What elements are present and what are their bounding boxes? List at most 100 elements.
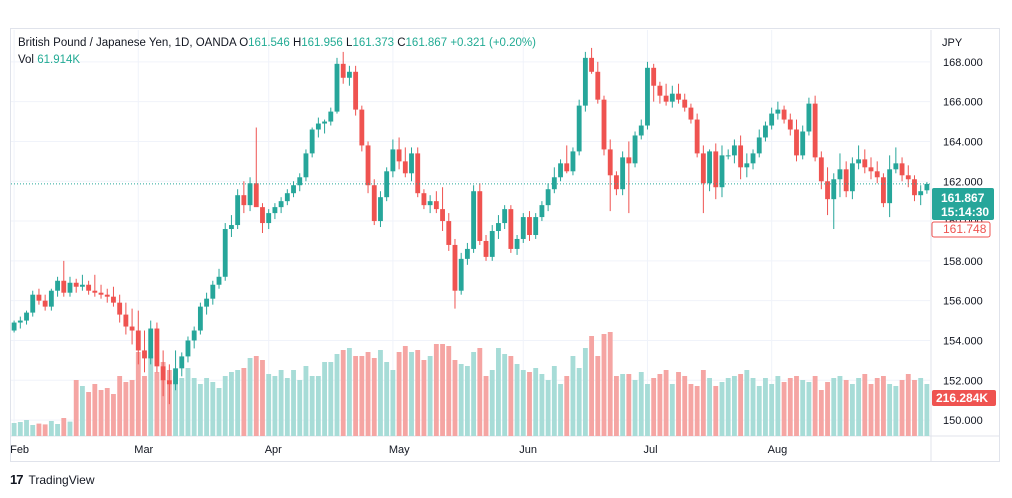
volume-bar [607, 332, 613, 436]
volume-bar [719, 382, 725, 436]
volume-bar [284, 378, 290, 436]
candle-body [402, 161, 408, 174]
candle [589, 47, 595, 74]
volume-bar [812, 376, 818, 436]
candle [856, 145, 862, 170]
candle-body [719, 155, 725, 188]
candle-body [769, 113, 775, 126]
y-tick-label: 150.000 [943, 415, 983, 427]
candle [520, 213, 526, 243]
candle-body [346, 71, 352, 78]
candle-body [328, 111, 334, 122]
candle-body [763, 125, 768, 138]
candle-body [253, 183, 259, 208]
prev-close-tag: 161.748 [931, 221, 991, 238]
candle [669, 85, 675, 108]
candle [229, 215, 234, 237]
volume-bar [229, 372, 234, 436]
volume-bar [427, 356, 433, 436]
volume-bar [191, 378, 197, 436]
candle [191, 326, 197, 349]
volume-bar [831, 378, 837, 436]
volume-bar [843, 380, 849, 436]
y-tick-label: 162.000 [943, 176, 983, 188]
x-tick-label: Aug [768, 444, 788, 456]
volume-bar [514, 364, 520, 436]
candle-body [452, 244, 458, 291]
volume-bar [86, 392, 92, 436]
volume-bar [651, 378, 657, 436]
candle [142, 330, 147, 373]
brand-name[interactable]: TradingView [28, 472, 95, 487]
candle-body [123, 314, 129, 327]
candle [86, 280, 92, 295]
candle-body [787, 119, 793, 130]
symbol-title[interactable]: British Pound / Japanese Yen, 1D, OANDA [18, 37, 236, 49]
candle-body [881, 177, 886, 204]
y-tick-label: 166.000 [943, 97, 983, 109]
volume-bar [464, 366, 470, 436]
candle-body [371, 185, 377, 222]
volume-bar [868, 384, 874, 436]
candle [61, 260, 67, 297]
candle-body [527, 217, 532, 235]
time-axis[interactable]: Feb Mar Apr May Jun Jul Aug [10, 444, 787, 456]
candle-body [160, 366, 166, 381]
candle [55, 276, 60, 297]
candle-body [564, 163, 570, 172]
candle [353, 65, 359, 116]
candle-body [433, 201, 439, 210]
candle-body [315, 123, 321, 130]
candle [433, 191, 439, 214]
volume-bar [446, 346, 452, 436]
volume-bar [210, 382, 216, 436]
volume-bar [346, 348, 352, 436]
candle-body [464, 248, 470, 259]
volume-bar [378, 350, 383, 436]
candle [794, 119, 799, 162]
candle [862, 149, 868, 174]
candle-body [73, 282, 79, 287]
candle [576, 99, 582, 156]
candle-body [309, 129, 315, 154]
volume-bar [92, 384, 98, 436]
candle-body [669, 93, 675, 102]
volume-bar [148, 356, 154, 436]
candle [800, 125, 806, 160]
candle-body [247, 183, 253, 206]
tradingview-logo-icon[interactable]: 17 [10, 472, 24, 487]
candle [663, 83, 669, 106]
volume-bar [154, 372, 160, 436]
candle-body [750, 153, 756, 164]
candle-body [396, 149, 402, 162]
candle-body [79, 284, 85, 287]
open-value: 161.546 [248, 37, 290, 49]
candle-body [831, 179, 837, 200]
candle [514, 234, 520, 255]
candle-body [682, 99, 688, 108]
vol-value: 61.914K [37, 54, 81, 66]
candle-body [545, 189, 551, 206]
candle [744, 153, 750, 178]
volume-bar [707, 378, 712, 436]
volume-bar [899, 380, 905, 436]
candle-body [893, 163, 899, 170]
candle-body [657, 85, 663, 96]
vol-label[interactable]: Vol [18, 54, 34, 66]
volume-bar [781, 382, 787, 436]
candle [216, 268, 222, 289]
candle [297, 173, 303, 192]
candle-body [676, 93, 681, 100]
candle [527, 211, 532, 241]
candle-body [235, 195, 241, 226]
price-axis[interactable]: 168.000166.000164.000162.000160.000158.0… [943, 57, 983, 427]
volume-bar [173, 376, 178, 436]
candle-body [179, 356, 185, 369]
chart-legend[interactable]: British Pound / Japanese Yen, 1D, OANDA … [18, 35, 536, 69]
volume-bar [688, 384, 694, 436]
candle-body [725, 155, 731, 157]
volume-bar [452, 360, 458, 436]
candle-body [409, 153, 414, 174]
candle [247, 177, 253, 212]
